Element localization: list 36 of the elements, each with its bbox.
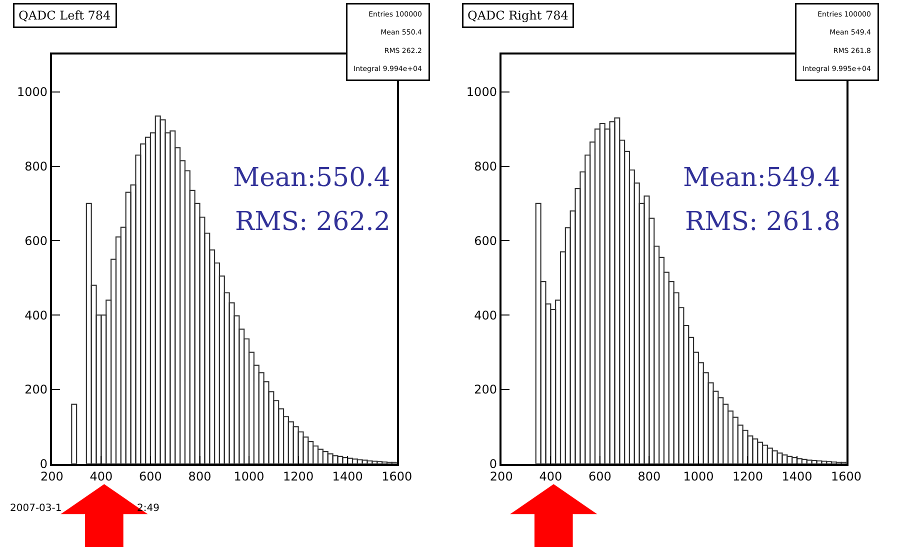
annotation: Mean:549.4: [683, 163, 840, 193]
y-tick-label: 600: [474, 234, 497, 248]
chart-title: QADC Right 784: [468, 8, 569, 22]
annotation: RMS: 261.8: [685, 207, 840, 237]
x-tick-label: 400: [539, 469, 562, 484]
y-tick-label: 1000: [16, 85, 48, 100]
x-tick-label: 600: [139, 469, 162, 484]
y-tick-label: 400: [474, 308, 497, 322]
x-tick-label: 1200: [283, 469, 314, 484]
x-tick-label: 200: [40, 469, 64, 484]
y-tick-label: 800: [24, 159, 48, 174]
x-tick-label: 1000: [234, 469, 264, 484]
text: 2:49: [137, 503, 160, 514]
chart-title: QADC Left 784: [18, 8, 112, 22]
x-tick-label: 1400: [332, 469, 363, 484]
y-tick-label: 1000: [466, 85, 497, 100]
y-tick-label: 0: [40, 457, 48, 472]
y-tick-label: 800: [474, 159, 497, 174]
y-tick-label: 600: [24, 234, 48, 248]
x-tick-label: 800: [188, 469, 212, 484]
annotation: Mean:550.4: [233, 163, 390, 193]
x-tick-label: 400: [90, 469, 113, 484]
y-tick-label: 400: [24, 308, 48, 322]
y-tick-label: 0: [489, 457, 497, 472]
x-tick-label: 600: [588, 469, 612, 484]
y-tick-label: 200: [474, 382, 497, 397]
x-tick-label: 1000: [683, 469, 714, 484]
annotation: RMS: 262.2: [235, 207, 390, 237]
x-tick-label: 1200: [732, 469, 764, 484]
text: 2007-03-1: [10, 503, 62, 514]
x-tick-label: 800: [638, 469, 661, 484]
y-tick-label: 200: [24, 382, 48, 397]
x-tick-label: 1600: [831, 469, 862, 484]
x-tick-label: 200: [490, 469, 513, 484]
x-tick-label: 1400: [782, 469, 812, 484]
x-tick-label: 1600: [382, 469, 412, 484]
